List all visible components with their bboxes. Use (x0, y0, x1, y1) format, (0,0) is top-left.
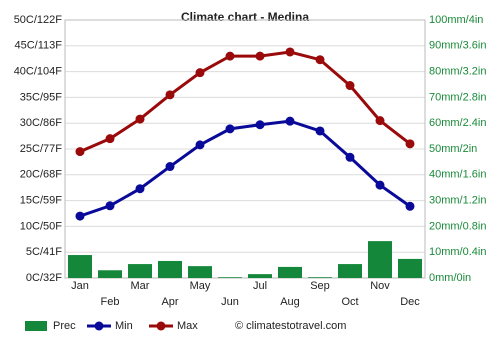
y-tick-label: 35C/95F (20, 91, 62, 103)
point (105, 201, 115, 211)
point (135, 114, 145, 124)
line (79, 119, 411, 218)
y2-tick-label: 40mm/1.6in (429, 169, 486, 181)
bar (368, 241, 392, 278)
bar (158, 260, 182, 278)
point (225, 124, 235, 134)
y-tick-label: 15C/59F (20, 195, 62, 207)
point (405, 201, 415, 211)
bar (248, 274, 272, 278)
point (195, 140, 205, 150)
point (375, 180, 385, 190)
bar (278, 266, 302, 278)
x-tick-label: Aug (280, 296, 300, 308)
x-tick-label: Sep (310, 280, 330, 292)
y-tick-label: 5C/41F (26, 246, 62, 258)
point (315, 126, 325, 136)
legend-swatch (25, 321, 47, 331)
y2-tick-label: 60mm/2.4in (429, 117, 486, 129)
x-tick-label: Nov (370, 280, 390, 292)
point (195, 68, 205, 78)
x-tick-label: Dec (400, 296, 420, 308)
bar (218, 277, 242, 278)
y2-tick-label: 20mm/0.8in (429, 220, 486, 232)
point (135, 184, 145, 194)
point (165, 90, 175, 100)
y-tick-label: 30C/86F (20, 117, 62, 129)
point (315, 55, 325, 65)
point (165, 162, 175, 172)
plot-frame (64, 19, 426, 279)
x-tick-label: Jun (221, 296, 239, 308)
point (255, 51, 265, 61)
point (345, 81, 355, 91)
point (405, 139, 415, 149)
x-tick-label: May (190, 280, 211, 292)
bar (98, 270, 122, 278)
bar (308, 277, 332, 278)
x-tick-label: Feb (101, 296, 120, 308)
y-tick-label: 25C/77F (20, 143, 62, 155)
point (255, 120, 265, 130)
y2-tick-label: 70mm/2.8in (429, 91, 486, 103)
y2-tick-label: 90mm/3.6in (429, 40, 486, 52)
credit: © climatestotravel.com (235, 320, 346, 332)
legend-label: Min (115, 320, 133, 332)
point (225, 51, 235, 61)
point (345, 152, 355, 162)
point (75, 211, 85, 221)
x-tick-label: Oct (341, 296, 358, 308)
y-tick-label: 0C/32F (26, 272, 62, 284)
x-tick-label: Apr (161, 296, 178, 308)
point (105, 134, 115, 144)
bar (68, 255, 92, 278)
line (79, 50, 411, 153)
y-tick-label: 20C/68F (20, 169, 62, 181)
y2-tick-label: 10mm/0.4in (429, 246, 486, 258)
y2-tick-label: 100mm/4in (429, 14, 483, 26)
point (75, 147, 85, 157)
y2-tick-label: 80mm/3.2in (429, 66, 486, 78)
y-tick-label: 40C/104F (14, 66, 63, 78)
x-tick-label: Jan (71, 280, 89, 292)
y-tick-label: 10C/50F (20, 220, 62, 232)
legend-label: Max (177, 320, 198, 332)
chart-title: Climate chart - Medina (181, 10, 309, 24)
x-tick-label: Jul (253, 280, 267, 292)
y2-tick-label: 50mm/2in (429, 143, 477, 155)
bar (398, 258, 422, 278)
legend-swatch (94, 321, 104, 331)
y2-tick-label: 30mm/1.2in (429, 195, 486, 207)
bar (188, 266, 212, 278)
point (285, 47, 295, 57)
x-tick-label: Mar (131, 280, 150, 292)
point (285, 116, 295, 126)
bar (128, 264, 152, 278)
legend-swatch (156, 321, 166, 331)
point (375, 116, 385, 126)
bar (338, 264, 362, 278)
y-tick-label: 45C/113F (15, 40, 63, 52)
legend-label: Prec (53, 320, 76, 332)
y-tick-label: 50C/122F (14, 14, 63, 26)
y2-tick-label: 0mm/0in (429, 272, 471, 284)
